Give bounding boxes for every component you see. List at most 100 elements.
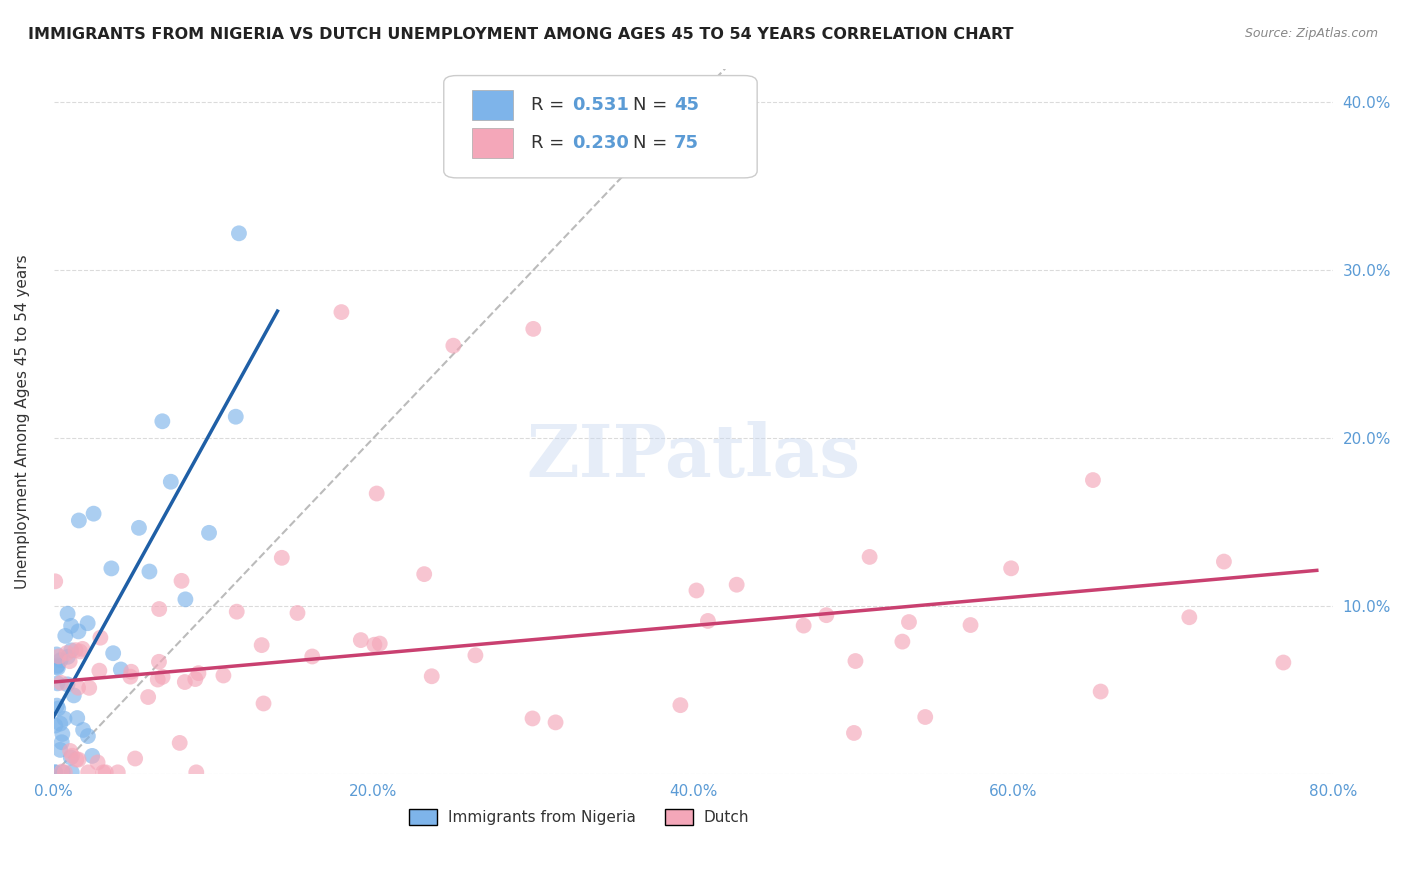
Point <box>844 654 866 668</box>
Point <box>83 507 105 521</box>
Point <box>152 670 174 684</box>
Point <box>60 619 83 633</box>
Point <box>60 748 83 763</box>
Point <box>59 744 82 758</box>
Point <box>212 668 235 682</box>
Point <box>44 718 66 732</box>
Text: N =: N = <box>633 135 673 153</box>
Point <box>60 765 83 780</box>
Text: 75: 75 <box>673 135 699 153</box>
Point <box>138 565 160 579</box>
Point <box>725 578 748 592</box>
Point <box>94 765 117 780</box>
Point <box>891 634 914 648</box>
Point <box>124 751 146 765</box>
Point <box>544 715 567 730</box>
Point <box>66 711 89 725</box>
Point <box>150 414 173 428</box>
Point <box>45 648 67 662</box>
Point <box>793 618 815 632</box>
Point <box>897 615 920 629</box>
Point <box>198 525 221 540</box>
Point <box>72 641 94 656</box>
Point <box>250 638 273 652</box>
Point <box>148 602 170 616</box>
Point <box>53 765 76 780</box>
Point <box>52 765 75 780</box>
Point <box>120 665 142 679</box>
Point <box>44 765 66 780</box>
Point <box>44 574 66 589</box>
Point <box>173 675 195 690</box>
Point <box>420 669 443 683</box>
Point <box>184 672 207 686</box>
Point <box>159 475 181 489</box>
Point <box>46 658 69 673</box>
Point <box>441 339 464 353</box>
Point <box>858 549 880 564</box>
Point <box>51 727 73 741</box>
Point <box>56 646 79 660</box>
Point <box>48 649 70 664</box>
Point <box>146 673 169 687</box>
Point <box>44 765 66 780</box>
Point <box>101 646 124 660</box>
FancyBboxPatch shape <box>472 90 513 120</box>
Point <box>350 633 373 648</box>
Point <box>65 752 87 766</box>
Point <box>100 561 122 575</box>
Point <box>522 322 544 336</box>
Point <box>815 608 838 623</box>
Point <box>169 736 191 750</box>
Point <box>86 756 108 770</box>
Point <box>128 521 150 535</box>
Point <box>45 659 67 673</box>
Point <box>49 716 72 731</box>
Point <box>62 689 84 703</box>
Point <box>174 592 197 607</box>
Point <box>49 653 72 667</box>
Point <box>696 614 718 628</box>
Text: ZIPatlas: ZIPatlas <box>526 421 860 492</box>
Text: Source: ZipAtlas.com: Source: ZipAtlas.com <box>1244 27 1378 40</box>
Point <box>53 629 76 643</box>
Text: N =: N = <box>633 96 673 114</box>
Point <box>76 616 98 631</box>
Point <box>1178 610 1201 624</box>
Point <box>170 574 193 588</box>
Point <box>1090 684 1112 698</box>
Point <box>669 698 692 713</box>
Point <box>91 765 114 780</box>
Point <box>1212 555 1234 569</box>
Point <box>56 649 79 664</box>
Point <box>89 631 111 645</box>
Point <box>45 698 67 713</box>
Text: 45: 45 <box>673 96 699 114</box>
Point <box>914 710 936 724</box>
Text: 0.230: 0.230 <box>572 135 628 153</box>
Point <box>301 649 323 664</box>
Point <box>46 676 69 690</box>
Point <box>270 550 292 565</box>
Point <box>77 729 100 743</box>
Text: Immigrants from Nigeria: Immigrants from Nigeria <box>447 810 636 824</box>
Point <box>67 681 90 695</box>
FancyBboxPatch shape <box>472 128 513 158</box>
Point <box>89 664 111 678</box>
Point <box>67 753 90 767</box>
FancyBboxPatch shape <box>444 76 758 178</box>
Point <box>287 606 309 620</box>
Text: 0.531: 0.531 <box>572 96 628 114</box>
Point <box>522 711 544 725</box>
Point <box>51 735 73 749</box>
Text: IMMIGRANTS FROM NIGERIA VS DUTCH UNEMPLOYMENT AMONG AGES 45 TO 54 YEARS CORRELAT: IMMIGRANTS FROM NIGERIA VS DUTCH UNEMPLO… <box>28 27 1014 42</box>
Point <box>56 607 79 621</box>
Point <box>51 764 73 779</box>
Point <box>1081 473 1104 487</box>
Point <box>69 644 91 658</box>
Point <box>225 409 247 424</box>
Point <box>60 643 83 657</box>
Point <box>136 690 159 704</box>
FancyBboxPatch shape <box>665 809 693 825</box>
Point <box>330 305 353 319</box>
